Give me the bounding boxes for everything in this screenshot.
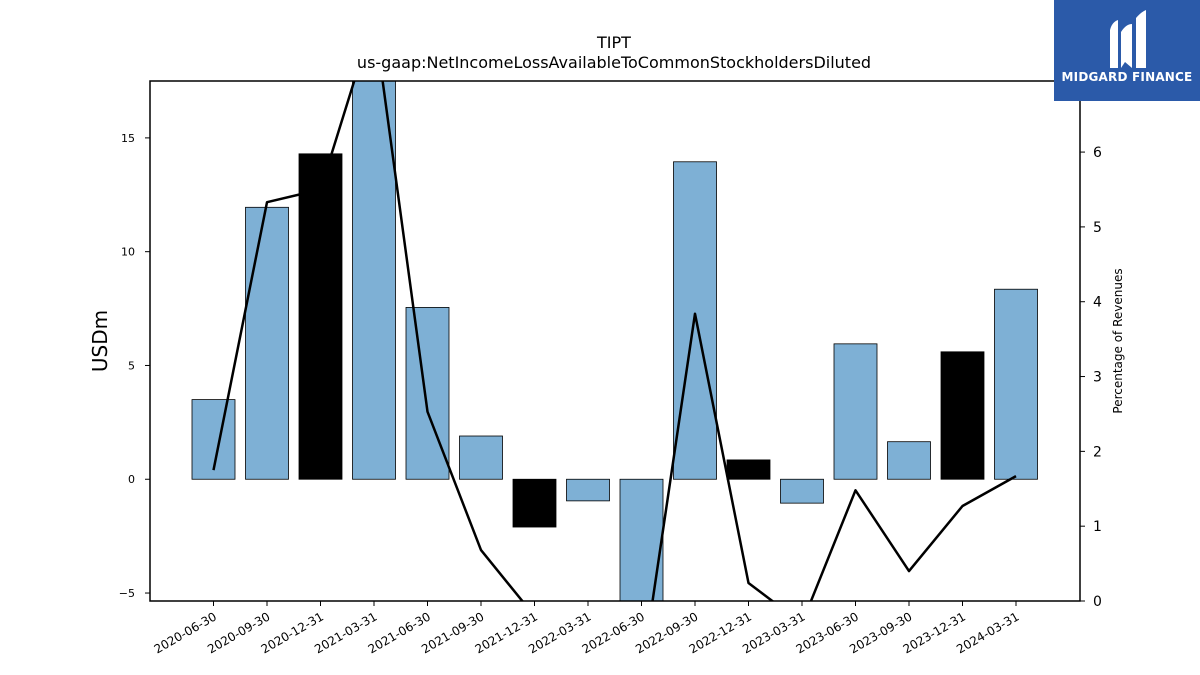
y2-tick-label: 3 (1093, 370, 1102, 386)
brand-name: MIDGARD FINANCE (1061, 70, 1193, 84)
plot-frame (149, 80, 1081, 602)
line-group (212, 81, 1017, 601)
bar-2022-06-30 (619, 478, 664, 601)
y-tick-label: −5 (119, 587, 135, 600)
bar-2023-03-31 (780, 478, 824, 504)
y2-tick-label: 1 (1093, 519, 1102, 535)
brand-logo: MIDGARD FINANCE (1054, 0, 1200, 101)
bar-2023-06-30 (833, 343, 878, 480)
y2-tick-label: 6 (1093, 145, 1102, 161)
bar-2022-03-31 (566, 478, 610, 502)
y2-axis-label: Percentage of Revenues (1111, 268, 1125, 413)
bar-2021-12-31 (512, 478, 557, 528)
y-axis-left: −5 0 5 10 15 (119, 132, 150, 600)
bar-2023-09-30 (887, 441, 931, 480)
y-tick-label: 0 (128, 473, 135, 486)
bar-2020-12-31 (298, 153, 343, 480)
y-tick-label: 5 (128, 359, 135, 372)
bar-2020-09-30 (245, 206, 289, 480)
bar-2022-12-31 (726, 459, 771, 480)
y-tick-label: 10 (121, 246, 135, 259)
y2-tick-label: 2 (1093, 444, 1102, 460)
y-axis-label: USDm (88, 310, 112, 372)
y-tick-label: 15 (121, 132, 135, 145)
y2-tick-label: 0 (1093, 594, 1102, 610)
x-axis: 2020-06-302020-09-302020-12-312021-03-31… (152, 601, 1022, 656)
logo-mark-icon (1110, 10, 1146, 68)
bars-group (191, 81, 1038, 601)
revenue-percentage-line (212, 81, 1017, 601)
y2-tick-label: 5 (1093, 220, 1102, 236)
y2-tick-label: 4 (1093, 295, 1102, 311)
bar-2021-03-31 (352, 81, 396, 480)
chart-title: TIPT (596, 33, 631, 52)
chart-subtitle: us-gaap:NetIncomeLossAvailableToCommonSt… (357, 53, 871, 72)
y-axis-right: 0 1 2 3 4 5 6 (1080, 145, 1102, 610)
bar-2023-12-31 (940, 351, 985, 480)
bar-2024-03-31 (994, 288, 1038, 480)
bar-2021-09-30 (459, 435, 503, 480)
